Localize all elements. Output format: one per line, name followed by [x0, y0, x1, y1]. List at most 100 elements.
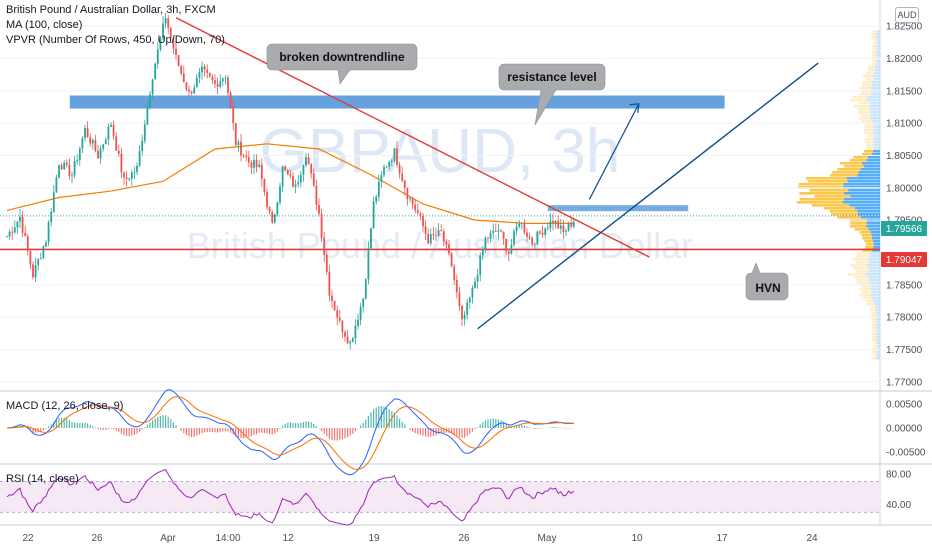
volume-profile-bar-down	[857, 174, 880, 177]
candle-up	[201, 66, 203, 73]
time-tick-label: 22	[22, 533, 34, 544]
candle-up	[437, 230, 440, 236]
volume-profile-bar-down	[858, 213, 880, 216]
volume-profile-bar-up	[861, 120, 872, 123]
time-tick-label: 26	[91, 533, 103, 544]
candle-down	[541, 232, 544, 235]
volume-profile-bar-up	[862, 297, 873, 300]
candle-down	[523, 222, 526, 233]
candle-up	[162, 23, 164, 39]
candle-up	[52, 192, 55, 213]
candle-down	[328, 271, 331, 296]
candle-up	[362, 298, 365, 307]
volume-profile-bar-down	[871, 153, 880, 156]
volume-profile-bar-up	[850, 99, 867, 102]
candle-up	[141, 140, 144, 152]
volume-profile-bar-down	[857, 210, 880, 213]
candle-down	[89, 137, 92, 144]
volume-profile-bar-down	[843, 198, 880, 201]
candle-up	[481, 249, 484, 256]
volume-profile-bar-down	[870, 231, 880, 234]
candle-down	[68, 164, 71, 177]
macd-pane: 0.00500 0.00000 -0.00500	[6, 389, 926, 476]
volume-profile-bar-down	[866, 159, 880, 162]
currency-badge[interactable]: AUD	[895, 7, 919, 23]
callout-broken-trendline[interactable]: broken downtrendline	[266, 43, 418, 85]
candle-down	[401, 173, 404, 181]
volume-profile-bar-down	[867, 96, 880, 99]
volume-profile-bar-down	[861, 162, 880, 165]
ma-path	[6, 143, 574, 224]
volume-profile-bar-down	[868, 228, 880, 231]
candle-down	[242, 155, 245, 157]
volume-profile-bar-up	[858, 111, 871, 114]
volume-profile-bar-up	[797, 186, 843, 189]
volume-profile-bar-down	[858, 171, 880, 174]
volume-profile-bar-down	[868, 261, 880, 264]
volume-profile-bar-down	[867, 258, 880, 261]
volume-profile-bar-up	[871, 54, 877, 57]
time-tick-label: May	[538, 533, 557, 544]
candle-up	[102, 144, 105, 149]
volume-profile-bar-up	[796, 201, 843, 204]
volume-profile-bar-up	[860, 285, 872, 288]
candle-down	[203, 66, 206, 70]
candle-down	[245, 155, 248, 158]
volume-profile-bar-up	[799, 192, 844, 195]
volume-profile-bar-up	[831, 213, 859, 216]
candle-up	[383, 166, 385, 176]
candle-down	[175, 48, 177, 55]
volume-profile-bar-down	[876, 333, 880, 336]
volume-profile-bar-up	[863, 126, 873, 129]
callout-resistance[interactable]: resistance level	[498, 63, 606, 126]
candle-up	[224, 77, 227, 79]
volume-profile-bar-up	[866, 78, 874, 81]
volume-profile-bar-up	[865, 141, 874, 144]
volume-profile-bar-up	[862, 81, 873, 84]
rsi-band	[0, 481, 880, 513]
callout-hvn[interactable]: HVN	[745, 262, 789, 301]
candle-up	[474, 281, 476, 288]
volume-profile-bar-down	[874, 66, 880, 69]
volume-profile-bar-down	[876, 39, 880, 42]
candle-down	[570, 223, 573, 227]
volume-profile-bar-up	[871, 63, 877, 66]
volume-profile-bar-up	[837, 168, 861, 171]
volume-profile-bar-up	[859, 87, 871, 90]
candle-down	[331, 295, 333, 301]
volume-profile-bar-down	[868, 105, 880, 108]
candle-down	[406, 187, 409, 200]
volume-profile-bar-down	[870, 288, 880, 291]
volume-profile-bar-up	[872, 30, 877, 33]
volume-profile-bar-up	[862, 84, 873, 87]
volume-profile-bar-up	[869, 309, 876, 312]
volume-profile-bar-up	[814, 195, 851, 198]
volume-profile-bar-down	[873, 138, 880, 141]
candle-up	[479, 255, 482, 275]
volume-profile-bar-up	[872, 42, 877, 45]
candle-up	[55, 177, 58, 193]
price-tick-label: 1.81500	[886, 86, 923, 97]
volume-profile-bar-up	[865, 138, 874, 141]
price-tick-label: 1.77500	[886, 345, 923, 356]
volume-profile-bar-down	[870, 87, 880, 90]
candle-down	[240, 141, 242, 156]
candle-up	[297, 182, 300, 185]
candle-up	[104, 139, 107, 145]
volume-profile-bar-up	[830, 174, 858, 177]
candle-up	[91, 140, 94, 144]
candle-up	[385, 166, 388, 168]
candle-down	[97, 150, 99, 159]
time-tick-label: 10	[631, 533, 643, 544]
candle-down	[112, 124, 115, 137]
volume-profile-bar-down	[872, 81, 880, 84]
candle-down	[190, 91, 193, 94]
drawn-lines[interactable]	[175, 17, 819, 330]
volume-profile-bar-down	[871, 285, 880, 288]
volume-profile-bar-up	[871, 324, 877, 327]
volume-profile-bar-up	[872, 339, 877, 342]
volume-profile-bar-up	[872, 330, 877, 333]
volume-profile-bar-down	[876, 318, 880, 321]
volume-profile-bar-down	[860, 168, 880, 171]
